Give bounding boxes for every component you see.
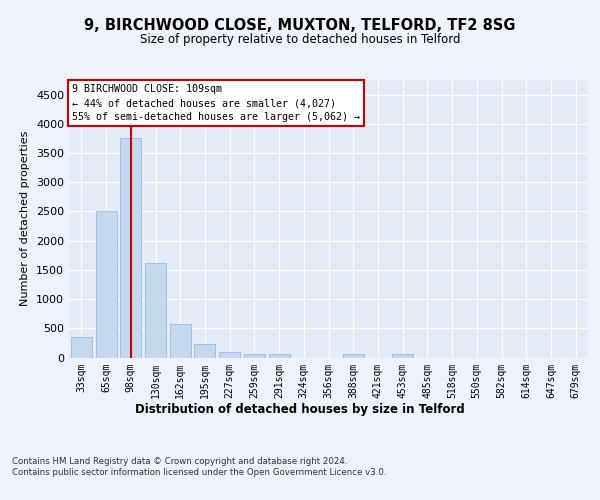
- Bar: [392, 354, 413, 358]
- Bar: [194, 344, 215, 358]
- Bar: [71, 337, 92, 357]
- Text: Contains HM Land Registry data © Crown copyright and database right 2024.
Contai: Contains HM Land Registry data © Crown c…: [12, 458, 386, 477]
- Bar: [343, 354, 364, 358]
- Bar: [269, 354, 290, 358]
- Text: 9, BIRCHWOOD CLOSE, MUXTON, TELFORD, TF2 8SG: 9, BIRCHWOOD CLOSE, MUXTON, TELFORD, TF2…: [84, 18, 516, 32]
- Bar: [145, 262, 166, 358]
- Text: Distribution of detached houses by size in Telford: Distribution of detached houses by size …: [135, 402, 465, 415]
- Bar: [170, 324, 191, 358]
- Y-axis label: Number of detached properties: Number of detached properties: [20, 131, 31, 306]
- Bar: [244, 354, 265, 358]
- Bar: [219, 352, 240, 358]
- Text: 9 BIRCHWOOD CLOSE: 109sqm
← 44% of detached houses are smaller (4,027)
55% of se: 9 BIRCHWOOD CLOSE: 109sqm ← 44% of detac…: [71, 84, 359, 122]
- Text: Size of property relative to detached houses in Telford: Size of property relative to detached ho…: [140, 32, 460, 46]
- Bar: [95, 212, 116, 358]
- Bar: [120, 138, 141, 358]
